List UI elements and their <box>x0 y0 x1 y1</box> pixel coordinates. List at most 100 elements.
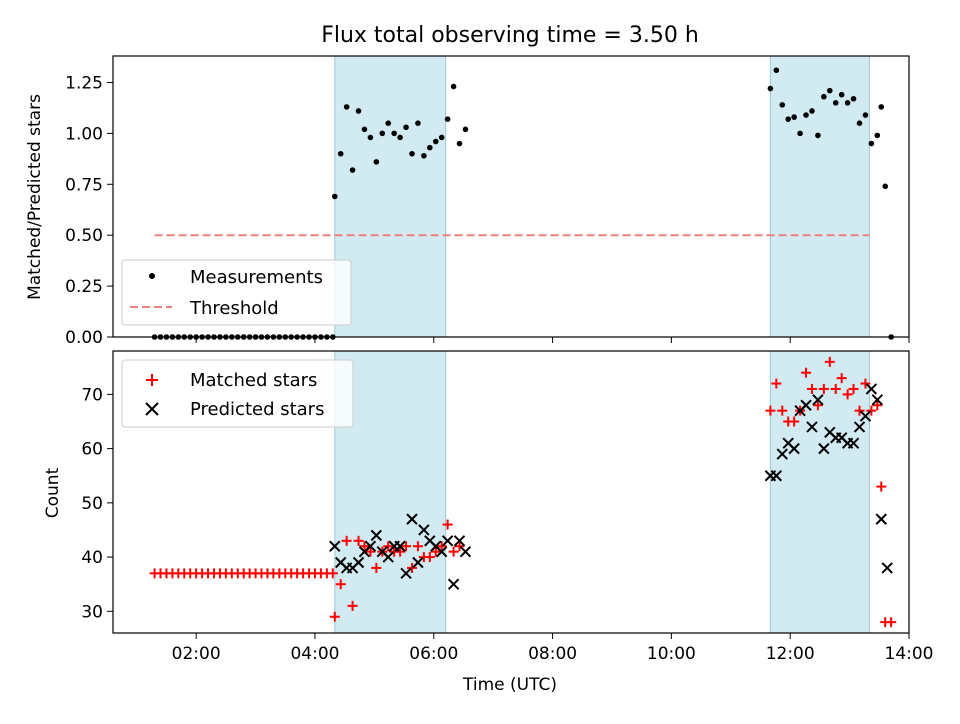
measurement-point <box>838 91 845 98</box>
matched-star-point <box>824 356 835 367</box>
matched-star-point <box>347 600 358 611</box>
matched-star-point <box>383 541 394 552</box>
x-tick-label: 04:00 <box>290 644 339 664</box>
measurement-point <box>850 95 857 102</box>
matched-star-point <box>395 546 406 557</box>
predicted-star-point <box>352 556 365 569</box>
predicted-star-point <box>812 394 824 406</box>
predicted-star-point <box>441 535 454 547</box>
matched-star-point <box>327 568 338 579</box>
matched-star-point <box>836 373 847 384</box>
predicted-star-point <box>329 540 341 552</box>
x-tick-label: 02:00 <box>172 644 221 664</box>
predicted-star-point <box>453 535 466 547</box>
predicted-star-point <box>865 383 878 395</box>
predicted-star-point <box>875 513 887 525</box>
measurement-point <box>427 144 433 151</box>
matched-star-point <box>436 541 447 552</box>
measurement-point <box>832 100 839 106</box>
predicted-star-point <box>770 470 783 482</box>
measurement-point <box>379 130 386 137</box>
measurement-point <box>450 83 457 90</box>
x-axis-label: Time (UTC) <box>462 675 557 695</box>
predicted-star-point <box>370 529 383 542</box>
matched-star-point <box>371 562 382 573</box>
measurement-point <box>373 159 380 165</box>
matched-star-point <box>842 389 853 400</box>
measurement-point <box>791 114 797 120</box>
x-tick-label: 10:00 <box>647 644 696 664</box>
predicted-star-point <box>818 442 830 455</box>
matched-star-point <box>365 546 376 557</box>
measurement-point <box>779 102 786 108</box>
matched-star-point <box>329 611 340 622</box>
matched-star-point <box>806 383 817 394</box>
matched-star-point <box>353 535 364 546</box>
measurement-point <box>456 140 463 147</box>
legend-matched-marker <box>146 374 158 386</box>
measurement-point <box>444 116 451 122</box>
measurement-point <box>856 120 863 126</box>
matched-star-point <box>430 546 441 557</box>
matched-star-point <box>335 579 346 590</box>
matched-star-point <box>401 541 412 552</box>
matched-star-point <box>872 400 883 411</box>
bottom-y-tick-label: 70 <box>81 385 103 405</box>
predicted-star-point <box>776 448 788 460</box>
predicted-star-point <box>871 394 884 406</box>
matched-star-point <box>412 541 423 552</box>
bottom-y-tick-label: 30 <box>81 602 103 622</box>
matched-star-point <box>818 383 829 394</box>
bottom-y-axis-label: Count <box>43 467 63 518</box>
measurement-point <box>349 167 356 173</box>
top-panel: 0.00 0.25 0.50 0.75 1.00 1.25 Matched/Predict… <box>25 55 910 348</box>
bottom-y-tick-label: 40 <box>81 548 103 568</box>
measurement-point <box>397 134 403 141</box>
legend-measurements-label: Measurements <box>190 267 323 288</box>
matched-star-point <box>448 546 459 557</box>
matched-star-point <box>765 405 776 416</box>
matched-star-point <box>876 481 887 492</box>
measurement-point <box>868 140 875 147</box>
bottom-legend: Matched stars Predicted stars <box>121 359 354 428</box>
top-y-tick-label: 0.50 <box>65 226 103 246</box>
measurement-point <box>337 150 344 157</box>
predicted-star-point <box>418 524 430 536</box>
measurement-point <box>438 134 445 141</box>
measurement-point <box>815 132 821 139</box>
matched-star-point <box>789 416 800 427</box>
measurement-point <box>421 152 427 159</box>
matched-star-point <box>454 541 465 552</box>
bottom-x-ticks: 02:00 04:00 06:00 08:00 10:00 12:00 14:00 <box>172 633 934 664</box>
top-y-ticks: 0.00 0.25 0.50 0.75 1.00 1.25 <box>65 73 113 348</box>
top-y-tick-label: 0.75 <box>65 175 103 195</box>
predicted-star-point <box>435 545 448 558</box>
top-x-ticks <box>195 337 910 343</box>
predicted-star-point <box>859 410 872 422</box>
x-tick-label: 08:00 <box>528 644 577 664</box>
shaded-interval <box>334 55 447 338</box>
top-legend-box <box>121 259 352 326</box>
bottom-y-tick-label: 60 <box>81 440 103 460</box>
measurement-point <box>803 112 809 118</box>
legend-measurements-marker <box>149 273 155 279</box>
measurement-point <box>409 150 415 157</box>
measurement-point <box>785 116 792 122</box>
predicted-star-point <box>806 421 818 433</box>
legend-predicted-label: Predicted stars <box>190 399 324 420</box>
top-y-tick-label: 0.00 <box>65 328 103 348</box>
matched-star-point <box>854 405 865 416</box>
predicted-star-point <box>412 556 424 569</box>
matched-star-point <box>424 552 435 563</box>
measurement-point <box>844 100 851 106</box>
matched-star-point <box>359 541 370 552</box>
x-tick-label: 12:00 <box>766 644 815 664</box>
measurement-point <box>773 67 780 74</box>
measurement-point <box>361 126 368 133</box>
measurement-point <box>874 132 881 139</box>
measurement-point <box>391 130 397 137</box>
top-shaded-intervals <box>334 55 870 338</box>
predicted-star-point <box>459 545 472 558</box>
matched-star-point <box>777 405 788 416</box>
